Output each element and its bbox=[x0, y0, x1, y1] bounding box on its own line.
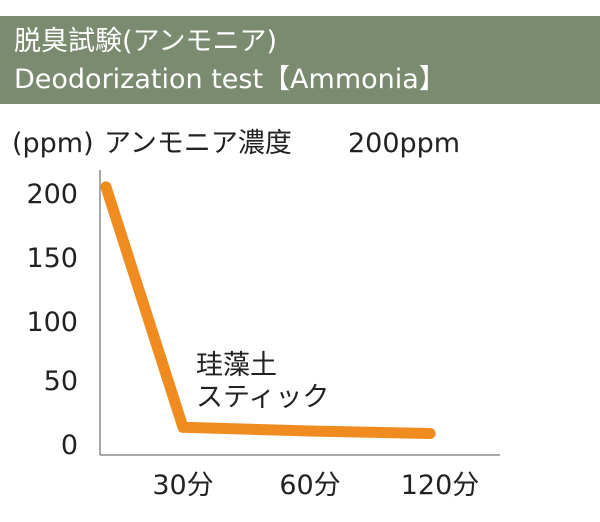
title-japanese: 脱臭試験(アンモニア) bbox=[14, 26, 277, 57]
series-label-line2: スティック bbox=[196, 382, 329, 413]
y-axis-unit: (ppm) bbox=[12, 128, 94, 159]
y-tick-label: 200 bbox=[26, 179, 78, 210]
chart-header: 脱臭試験(アンモニア) Deodorization test【Ammonia】 bbox=[0, 16, 600, 104]
y-tick-label: 150 bbox=[26, 243, 78, 274]
y-tick-label: 0 bbox=[61, 430, 78, 461]
x-tick-label: 60分 bbox=[279, 470, 340, 501]
data-point bbox=[304, 425, 316, 437]
data-point bbox=[424, 428, 436, 439]
concentration-label: アンモニア濃度 bbox=[104, 128, 292, 159]
y-tick-label: 100 bbox=[26, 307, 78, 338]
x-tick-label: 120分 bbox=[401, 470, 480, 501]
x-tick-label: 30分 bbox=[152, 470, 213, 501]
y-tick-label: 50 bbox=[44, 366, 78, 397]
concentration-value: 200ppm bbox=[348, 128, 461, 159]
data-point bbox=[177, 421, 189, 433]
title-english: Deodorization test【Ammonia】 bbox=[14, 64, 446, 95]
data-point bbox=[100, 181, 112, 193]
series-label-line1: 珪藻土 bbox=[196, 350, 277, 381]
series-line bbox=[100, 181, 436, 439]
